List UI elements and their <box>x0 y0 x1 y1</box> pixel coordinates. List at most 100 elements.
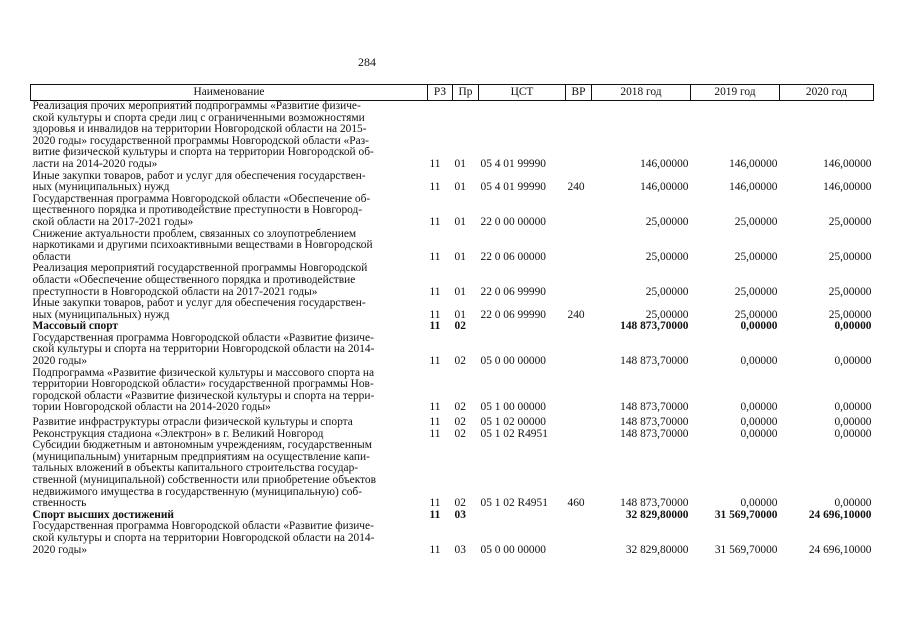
cell-cst: 05 1 00 00000 <box>480 401 547 414</box>
cell-pr: 02 <box>454 320 466 333</box>
cell-pr: 01 <box>454 250 466 263</box>
cell-rz: 11 <box>429 181 441 194</box>
cell-cst: 22 0 06 00000 <box>480 250 547 263</box>
cell-rz: 11 <box>429 285 441 298</box>
cell-y2020: 25,00000 <box>828 285 872 298</box>
cell-vr <box>566 194 592 229</box>
table-row: Государственная программа Новгородской о… <box>31 332 874 368</box>
cell-vr <box>566 263 592 298</box>
header-rz: РЗ <box>427 84 453 101</box>
cell-pr: 02 <box>454 416 466 429</box>
cell-vr: 460 <box>567 497 585 510</box>
header-2018: 2018 год <box>591 84 691 101</box>
cell-name: Субсидии бюджетным и автономным учрежден… <box>32 439 376 510</box>
cell-name: Реализация мероприятий государственной п… <box>32 262 368 298</box>
cell-y2019: 31 569,70000 <box>714 508 778 521</box>
table-row: Спорт высших достижений 11 03 32 829,80000 3… <box>31 508 874 522</box>
cell-vr <box>566 368 592 414</box>
cell-rz: 11 <box>429 157 441 170</box>
cell-vr: 240 <box>567 181 585 194</box>
table-row: Массовый спорт 11 02 148 873,70000 0,00000 0,… <box>31 321 874 333</box>
cell-y2018: 148 873,70000 <box>620 427 689 440</box>
table-row: Развитие инфраструктуры отрасли физическ… <box>31 414 874 429</box>
cell-y2018: 32 829,80000 <box>625 508 689 521</box>
table-header: Наименование РЗ Пр ЦСТ ВР 2018 год 2019 … <box>30 84 874 101</box>
cell-y2020: 24 696,10000 <box>808 543 872 556</box>
cell-name: Иные закупки товаров, работ и услуг для … <box>32 169 366 194</box>
cell-name: Реконструкция стадиона «Электрон» в г. В… <box>32 427 324 440</box>
cell-y2019: 0,00000 <box>740 355 778 368</box>
cell-name: Иные закупки товаров, работ и услуг для … <box>32 297 366 321</box>
cell-pr: 01 <box>454 215 466 228</box>
table-row: Государственная программа Новгородской о… <box>31 521 874 556</box>
cell-vr <box>566 101 592 171</box>
cell-pr: 01 <box>454 308 466 321</box>
cell-y2018: 148 873,70000 <box>620 497 689 510</box>
cell-vr <box>566 229 592 264</box>
cell-vr <box>566 414 592 429</box>
cell-vr <box>566 321 592 333</box>
header-2020: 2020 год <box>779 84 874 101</box>
table-row: Снижение актуальности проблем, связанных… <box>31 228 874 264</box>
cell-y2020: 146,00000 <box>823 181 872 194</box>
cell-cst: 22 0 06 99990 <box>480 308 547 321</box>
header-name: Наименование <box>30 84 428 101</box>
cell-y2019: 146,00000 <box>729 157 778 170</box>
cell-rz: 11 <box>429 508 441 521</box>
table-row: Государственная программа Новгородской о… <box>31 192 874 229</box>
cell-y2020: 0,00000 <box>834 401 872 414</box>
header-vr: ВР <box>565 84 592 101</box>
cell-y2020: 0,00000 <box>834 427 872 440</box>
cell-rz: 11 <box>429 497 441 510</box>
cell-cst: 05 0 00 00000 <box>480 543 547 556</box>
cell-cst: 05 1 02 R4951 <box>480 497 548 510</box>
cell-y2018: 146,00000 <box>640 181 689 194</box>
header-2019: 2019 год <box>690 84 780 101</box>
cell-y2018: 148 873,70000 <box>620 355 689 368</box>
cell-name: Государственная программа Новгородской о… <box>32 520 375 556</box>
cell-y2019: 0,00000 <box>740 497 778 510</box>
cell-y2018: 32 829,80000 <box>625 543 689 556</box>
cell-y2018: 146,00000 <box>640 157 689 170</box>
cell-y2019: 25,00000 <box>734 215 778 228</box>
cell-y2019: 0,00000 <box>740 320 778 333</box>
cell-cst <box>479 510 566 522</box>
cell-y2020: 25,00000 <box>828 308 872 321</box>
cell-y2020: 24 696,10000 <box>808 508 872 521</box>
cell-y2020: 25,00000 <box>828 215 872 228</box>
cell-name: Реализация прочих мероприятий подпрограм… <box>32 100 374 170</box>
cell-rz: 11 <box>429 543 441 556</box>
cell-rz: 11 <box>429 427 441 440</box>
cell-y2018: 148 873,70000 <box>620 320 689 333</box>
cell-pr: 02 <box>454 497 466 510</box>
cell-y2019: 0,00000 <box>740 416 778 429</box>
cell-y2020: 0,00000 <box>834 355 872 368</box>
cell-y2020: 0,00000 <box>834 320 872 333</box>
cell-cst <box>479 321 566 333</box>
cell-pr: 02 <box>454 355 466 368</box>
cell-y2018: 148 873,70000 <box>620 401 689 414</box>
cell-y2019: 146,00000 <box>729 181 778 194</box>
table-row: Иные закупки товаров, работ и услуг для … <box>31 297 874 321</box>
header-pr: Пр <box>452 84 479 101</box>
cell-rz: 11 <box>429 355 441 368</box>
cell-cst: 05 1 02 R4951 <box>480 427 548 440</box>
cell-y2019: 25,00000 <box>734 285 778 298</box>
cell-cst: 05 1 02 00000 <box>480 416 547 429</box>
cell-y2018: 148 873,70000 <box>620 416 689 429</box>
cell-cst: 22 0 00 00000 <box>480 215 547 228</box>
cell-vr <box>566 333 592 368</box>
cell-pr: 02 <box>454 401 466 414</box>
cell-pr: 01 <box>454 157 466 170</box>
cell-y2018: 25,00000 <box>645 215 689 228</box>
table-row: Реализация мероприятий государственной п… <box>31 263 874 298</box>
cell-y2019: 25,00000 <box>734 250 778 263</box>
cell-pr: 02 <box>454 427 466 440</box>
cell-pr: 01 <box>454 181 466 194</box>
cell-y2020: 0,00000 <box>834 497 872 510</box>
cell-rz: 11 <box>429 215 441 228</box>
cell-name: Государственная программа Новгородской о… <box>32 192 371 228</box>
table-row: Подпрограмма «Развитие физической культу… <box>31 367 874 414</box>
cell-rz: 11 <box>429 401 441 414</box>
cell-pr: 01 <box>454 285 466 298</box>
